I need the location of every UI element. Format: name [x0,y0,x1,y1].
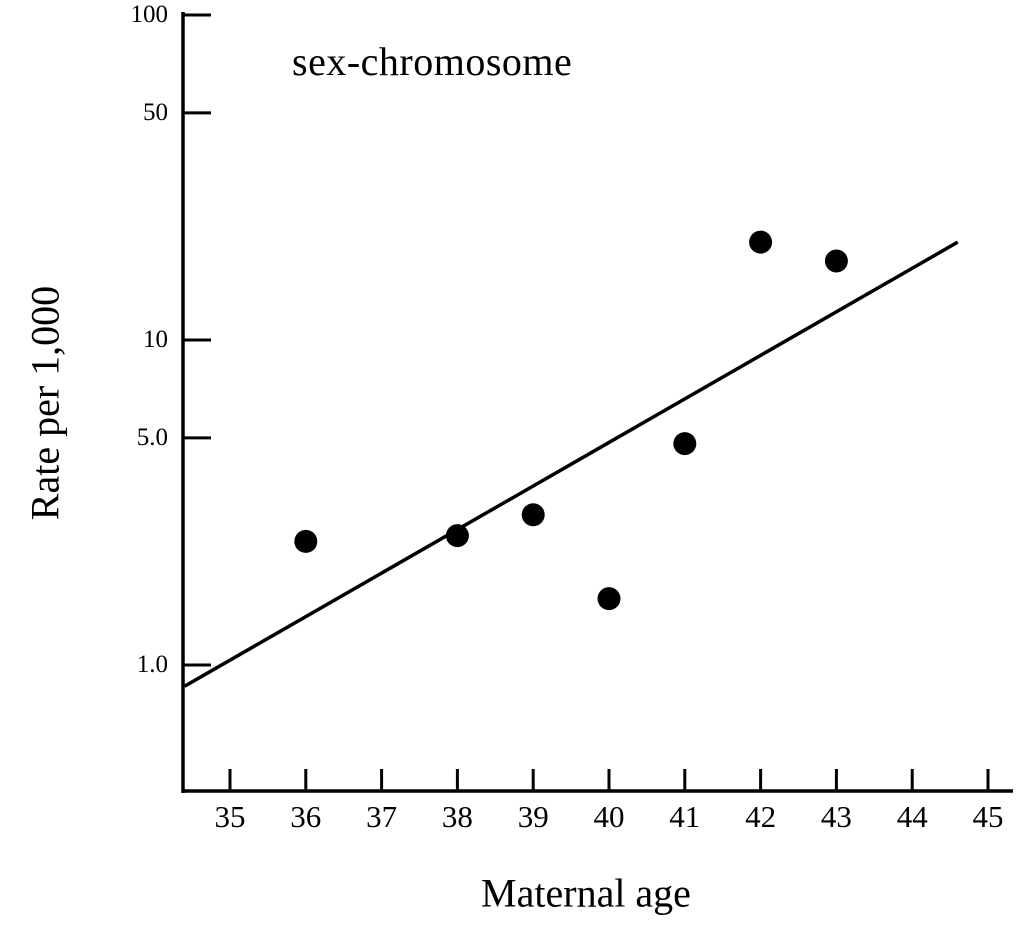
x-tick-label: 41 [669,799,701,834]
x-tick-label: 35 [214,799,246,834]
y-tick-label: 10 [143,326,168,353]
x-tick-label: 44 [896,799,928,834]
x-tick-label: 40 [593,799,625,834]
data-point [294,529,318,553]
series-label: sex-chromosome [292,39,573,84]
data-point [824,249,848,273]
data-point [597,587,621,611]
data-point [673,432,697,456]
x-tick-label: 36 [290,799,322,834]
x-tick-label: 38 [441,799,473,834]
data-point [749,230,773,254]
data-point [521,503,545,527]
y-axis-title: Rate per 1,000 [22,285,68,521]
data-point [445,524,469,548]
y-tick-label: 50 [143,98,168,126]
x-tick-label: 45 [972,799,1004,834]
x-tick-label: 39 [517,799,549,834]
trend-line [183,240,959,688]
x-tick-label: 42 [745,799,777,834]
x-axis-title: Maternal age [481,870,691,916]
x-tick-label: 37 [366,799,398,834]
y-tick-label: 100 [130,1,169,28]
x-tick-label: 43 [820,799,852,834]
y-tick-label: 1.0 [136,651,168,678]
y-tick-label: 5.0 [136,423,168,451]
